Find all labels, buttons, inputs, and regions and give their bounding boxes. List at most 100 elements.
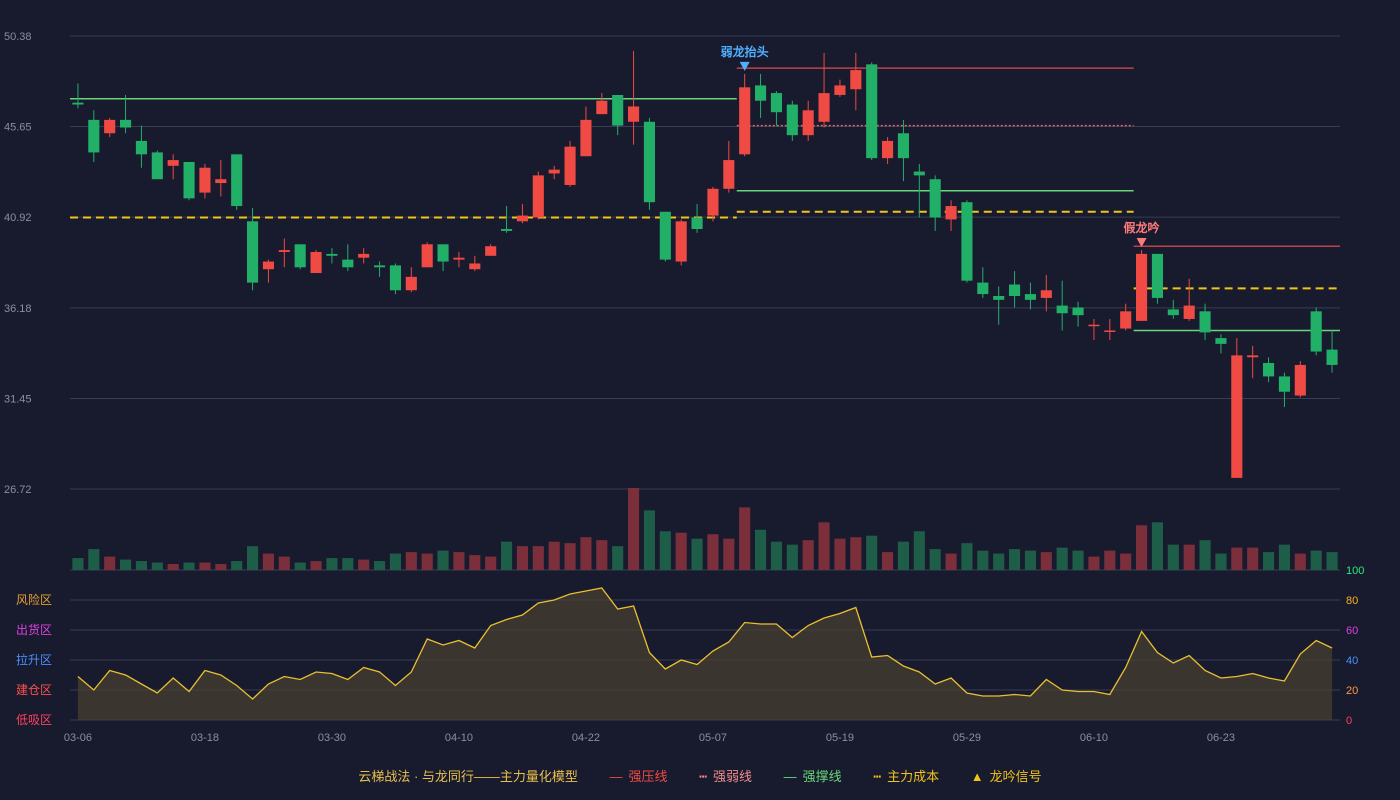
osc-tick-label: 80 xyxy=(1346,595,1358,607)
candle-body xyxy=(469,263,481,270)
legend-item-weak[interactable]: ┅ 强弱线 xyxy=(699,766,752,785)
legend-label: 主力成本 xyxy=(887,769,940,784)
price-tick-label: 36.18 xyxy=(4,303,32,315)
osc-tick-label: 20 xyxy=(1346,685,1358,697)
volume-bar xyxy=(437,550,449,570)
price-tick-label: 26.72 xyxy=(4,484,32,496)
candle-body xyxy=(88,119,100,153)
osc-zone-label: 风险区 xyxy=(16,592,52,607)
volume-bar xyxy=(643,510,655,570)
volume-bar xyxy=(882,552,894,570)
volume-bar xyxy=(1056,547,1068,570)
candle-body xyxy=(1215,338,1227,344)
candle-body xyxy=(215,179,227,184)
candle-body xyxy=(945,206,957,220)
legend-title: 云梯战法 · 与龙同行——主力量化模型 xyxy=(358,769,578,784)
volume-bar xyxy=(897,541,909,570)
candle-body xyxy=(643,121,655,203)
volume-bar xyxy=(945,553,957,570)
legend-swatch-icon: — xyxy=(783,769,797,784)
volume-bar xyxy=(215,564,227,570)
candle-body xyxy=(326,253,338,256)
candle-body xyxy=(516,215,528,222)
candle-body xyxy=(977,282,989,295)
level-lines xyxy=(70,67,1340,332)
volume-bar xyxy=(707,534,719,570)
volume-bar xyxy=(675,532,687,570)
volume-bar xyxy=(564,543,576,570)
volume-bar xyxy=(739,507,751,570)
volume-bar xyxy=(199,562,211,570)
volume-bar xyxy=(1231,547,1243,570)
candle-body xyxy=(231,154,243,207)
osc-zone-label: 建仓区 xyxy=(16,683,52,697)
volume-bar xyxy=(262,553,274,570)
candle-body xyxy=(1167,309,1179,316)
volume-bar xyxy=(1024,550,1036,570)
osc-tick-label: 100 xyxy=(1346,565,1364,577)
volume-bar xyxy=(1326,552,1338,570)
candle-body xyxy=(294,244,306,268)
volume-bar xyxy=(1310,550,1322,570)
volume-bar xyxy=(1278,544,1290,570)
candle-body xyxy=(405,276,417,291)
legend-swatch-icon: — xyxy=(609,769,623,784)
volume-bar xyxy=(485,556,497,570)
volume-bar xyxy=(596,540,608,570)
legend-item-signal[interactable]: ▲ 龙吟信号 xyxy=(971,766,1042,785)
volume-bar xyxy=(548,541,560,570)
volume-bar xyxy=(231,561,243,570)
volume-bar xyxy=(1151,522,1163,570)
volume-bar xyxy=(389,553,401,570)
candle-body xyxy=(1009,284,1021,297)
x-tick-label: 06-23 xyxy=(1207,732,1235,744)
legend: 云梯战法 · 与龙同行——主力量化模型 — 强压线 ┅ 强弱线 — 强撑线 ┅ 主力成本… xyxy=(0,766,1400,785)
candle-body xyxy=(612,94,624,126)
candle-body xyxy=(135,140,147,155)
candle-body xyxy=(628,106,640,122)
volume-bar xyxy=(802,540,814,570)
volume-bar xyxy=(278,556,290,570)
volume-bar xyxy=(183,562,195,570)
signal-arrow-icon xyxy=(1136,238,1147,248)
candle-body xyxy=(1072,307,1084,316)
volume-bar xyxy=(659,531,671,570)
candle-body xyxy=(183,161,195,199)
candle-body xyxy=(1104,330,1116,332)
volume-bar xyxy=(1088,556,1100,570)
candle-body xyxy=(1263,363,1275,377)
volume-bar xyxy=(88,549,100,570)
legend-item-support[interactable]: — 强撑线 xyxy=(784,766,842,785)
osc-zone-label: 出货区 xyxy=(16,622,52,637)
volume-bar xyxy=(120,559,132,570)
legend-triangle-icon: ▲ xyxy=(970,769,984,784)
candle-body xyxy=(421,244,433,268)
candle-body xyxy=(104,119,116,134)
candle-body xyxy=(1310,311,1322,352)
x-tick-label: 03-18 xyxy=(191,732,219,744)
volume-bar xyxy=(501,541,513,570)
price-tick-label: 40.92 xyxy=(4,212,32,224)
legend-item-cost[interactable]: ┅ 主力成本 xyxy=(873,766,939,785)
candle-body xyxy=(580,119,592,157)
osc-tick-label: 60 xyxy=(1346,625,1358,637)
osc-zone-label: 低吸区 xyxy=(16,713,52,727)
candle-body xyxy=(834,85,846,95)
candle-body xyxy=(897,133,909,159)
candle-body xyxy=(501,228,513,231)
x-tick-label: 05-29 xyxy=(953,732,981,744)
candle-body xyxy=(1040,290,1052,298)
volume-bar xyxy=(850,537,862,570)
signal-label: 弱龙抬头 xyxy=(721,44,769,59)
volume-bar xyxy=(374,561,386,570)
candle-body xyxy=(453,257,465,260)
legend-item-strong-press[interactable]: — 强压线 xyxy=(610,766,668,785)
candle-body xyxy=(961,202,973,281)
candle-body xyxy=(358,253,370,258)
volume-bar xyxy=(135,561,147,570)
volume-bar xyxy=(818,522,830,570)
candle-body xyxy=(548,169,560,174)
volume-bar xyxy=(913,531,925,570)
